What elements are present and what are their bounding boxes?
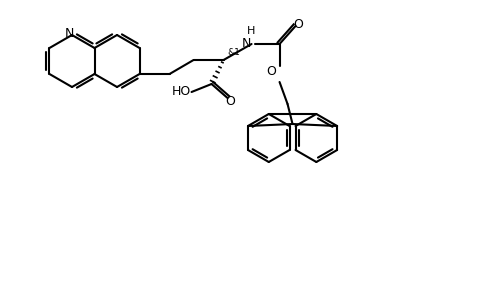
Text: O: O	[267, 65, 276, 77]
Text: O: O	[225, 95, 236, 107]
Text: O: O	[294, 17, 303, 31]
Text: HO: HO	[172, 84, 191, 98]
Text: H: H	[247, 26, 256, 36]
Text: N: N	[64, 27, 74, 39]
Text: &1: &1	[227, 47, 241, 57]
Text: N: N	[242, 36, 251, 50]
